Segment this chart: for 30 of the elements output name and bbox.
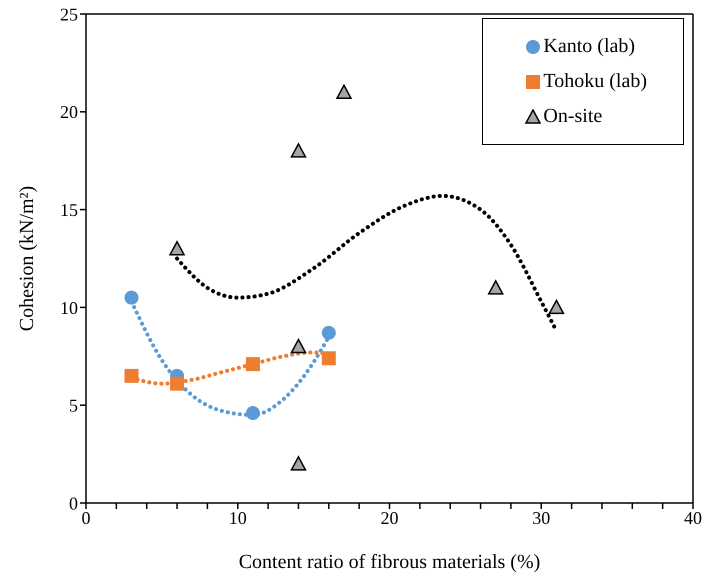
point [322,326,336,340]
point [246,406,260,420]
y-axis-title: Cohesion (kN/m²) [16,186,38,332]
point [124,368,139,383]
point [124,290,139,305]
point [290,456,306,471]
y-tick-label: 0 [69,493,78,514]
point [548,300,564,314]
legend-label: Tohoku (lab) [543,70,647,93]
x-tick-label: 10 [228,508,247,528]
point [169,240,185,256]
y-tick-label: 10 [60,298,78,318]
x-tick-label: 40 [684,508,702,528]
x-tick-label: 20 [380,508,398,528]
legend-label: On-site [543,105,602,128]
x-tick-label: 30 [532,508,550,528]
point [290,143,306,158]
point [336,84,352,99]
point [322,351,336,366]
point [488,280,504,295]
y-tick-label: 25 [60,4,78,24]
y-tick-label: 20 [60,102,78,122]
point [170,376,184,391]
point [246,357,260,372]
y-tick-label: 5 [69,396,78,416]
x-tick-label: 0 [82,508,90,528]
legend-label: Kanto (lab) [543,35,636,58]
y-tick-label: 15 [60,200,78,220]
point [290,338,306,354]
x-axis-title: Content ratio of fibrous materials (%) [238,551,540,573]
